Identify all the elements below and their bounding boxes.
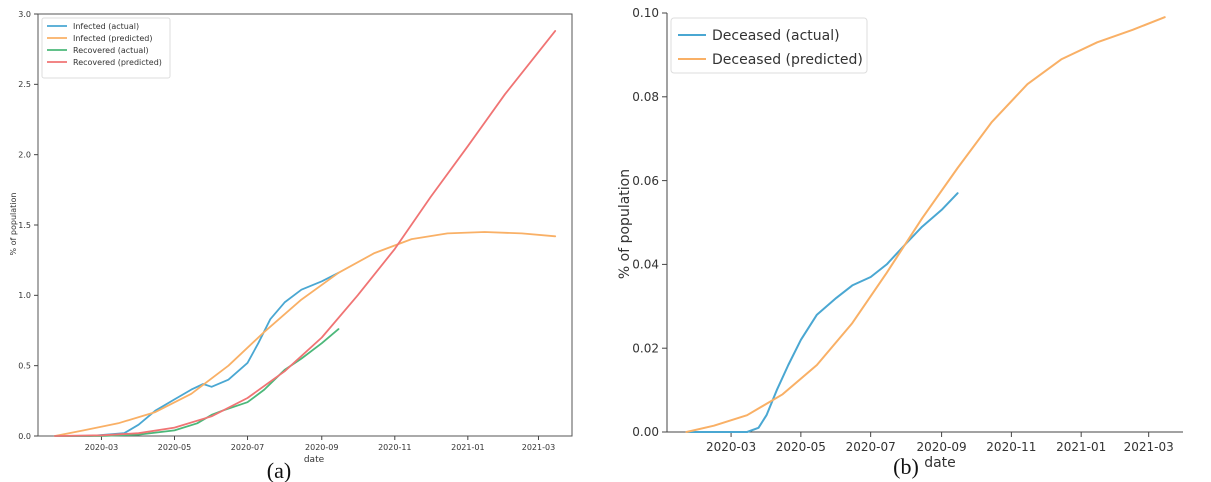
legend-label: Recovered (predicted) [73, 58, 162, 67]
panel-label-b: (b) [893, 454, 919, 479]
chart-a-ytick-label: 0.5 [18, 361, 31, 370]
series-line-deceased-actual [685, 192, 959, 433]
chart-b-ytick-label: 0.06 [632, 174, 659, 188]
chart-a-series-lines [53, 29, 557, 437]
chart-a-xtick-label: 2021-01 [451, 443, 484, 452]
chart-a-xtick-label: 2020-11 [378, 443, 411, 452]
chart-a-legend-box [41, 17, 171, 79]
chart-b-xtick-label: 2020-09 [917, 440, 967, 454]
chart-b-ytick-label: 0.00 [632, 425, 659, 439]
chart-a-xlabel: date [304, 455, 325, 465]
chart-b-axes-spines [666, 13, 1183, 433]
panel-label-a: (a) [267, 458, 291, 482]
chart-b-xtick-label: 2020-07 [846, 440, 896, 454]
chart-a-xtick-label: 2020-03 [85, 443, 118, 452]
chart-a-ytick-label: 0.0 [18, 432, 31, 441]
chart-a-xtick-label: 2020-07 [231, 443, 264, 452]
chart-a-ytick-label: 1.5 [18, 221, 31, 230]
chart-a-ytick-label: 2.5 [18, 80, 31, 89]
chart-a-ytick-label: 3.0 [18, 10, 31, 19]
chart-a-xtick-label: 2020-09 [305, 443, 338, 452]
chart-b-ytick-label: 0.08 [632, 90, 659, 104]
chart-b-xlabel: date [924, 455, 956, 471]
chart-b-xtick-label: 2020-05 [776, 440, 826, 454]
chart-a-y-ticks: 0.0 0.5 1.0 1.5 2.0 2.5 3.0 [18, 10, 38, 441]
chart-a-ytick-label: 2.0 [18, 150, 31, 159]
chart-b-ytick-label: 0.02 [632, 341, 659, 355]
legend-label: Recovered (actual) [73, 46, 149, 55]
legend-label: Deceased (actual) [712, 28, 840, 44]
chart-b-x-ticks: 2020-03 2020-05 2020-07 2020-09 2020-11 2021-… [706, 432, 1174, 454]
legend-label: Infected (predicted) [73, 34, 152, 43]
chart-b-series-lines [685, 16, 1166, 433]
chart-a-ylabel: % of population [9, 193, 18, 256]
series-line-recovered-predicted [53, 29, 557, 437]
chart-b-ylabel: % of population [617, 169, 633, 279]
chart-b-xtick-label: 2021-01 [1056, 440, 1106, 454]
series-line-deceased-predicted [685, 16, 1166, 433]
chart-a-ytick-label: 1.0 [18, 291, 31, 300]
chart-b-xtick-label: 2020-03 [706, 440, 756, 454]
chart-b-ytick-label: 0.04 [632, 258, 659, 272]
chart-a-xtick-label: 2020-05 [158, 443, 191, 452]
chart-b-legend-box [670, 17, 868, 74]
legend-label: Infected (actual) [73, 22, 139, 31]
chart-a-xtick-label: 2021-03 [522, 443, 555, 452]
chart-a-x-ticks: 2020-03 2020-05 2020-07 2020-09 2020-11 2021-… [85, 436, 555, 452]
chart-b: 0.000.020.040.060.080.10 2020-03 2020-05 2… [617, 6, 1183, 479]
chart-b-legend: Deceased (actual) Deceased (predicted) [670, 17, 868, 74]
series-line-infected-actual [53, 271, 340, 437]
chart-b-y-ticks: 0.00 0.02 0.04 0.06 0.08 0.10 [632, 6, 667, 439]
legend-label: Deceased (predicted) [712, 52, 863, 68]
chart-a-legend: Infected (actual) Infected (predicted) Rec… [41, 17, 171, 79]
chart-b-xtick-label: 2021-03 [1124, 440, 1174, 454]
chart-b-ytick-label: 0.10 [632, 6, 659, 20]
chart-b-xtick-label: 2020-11 [986, 440, 1036, 454]
chart-a: 0.00.51.01.52.02.53.0 2020-03 2020-05 2020… [9, 10, 573, 482]
series-line-infected-predicted [53, 231, 557, 437]
